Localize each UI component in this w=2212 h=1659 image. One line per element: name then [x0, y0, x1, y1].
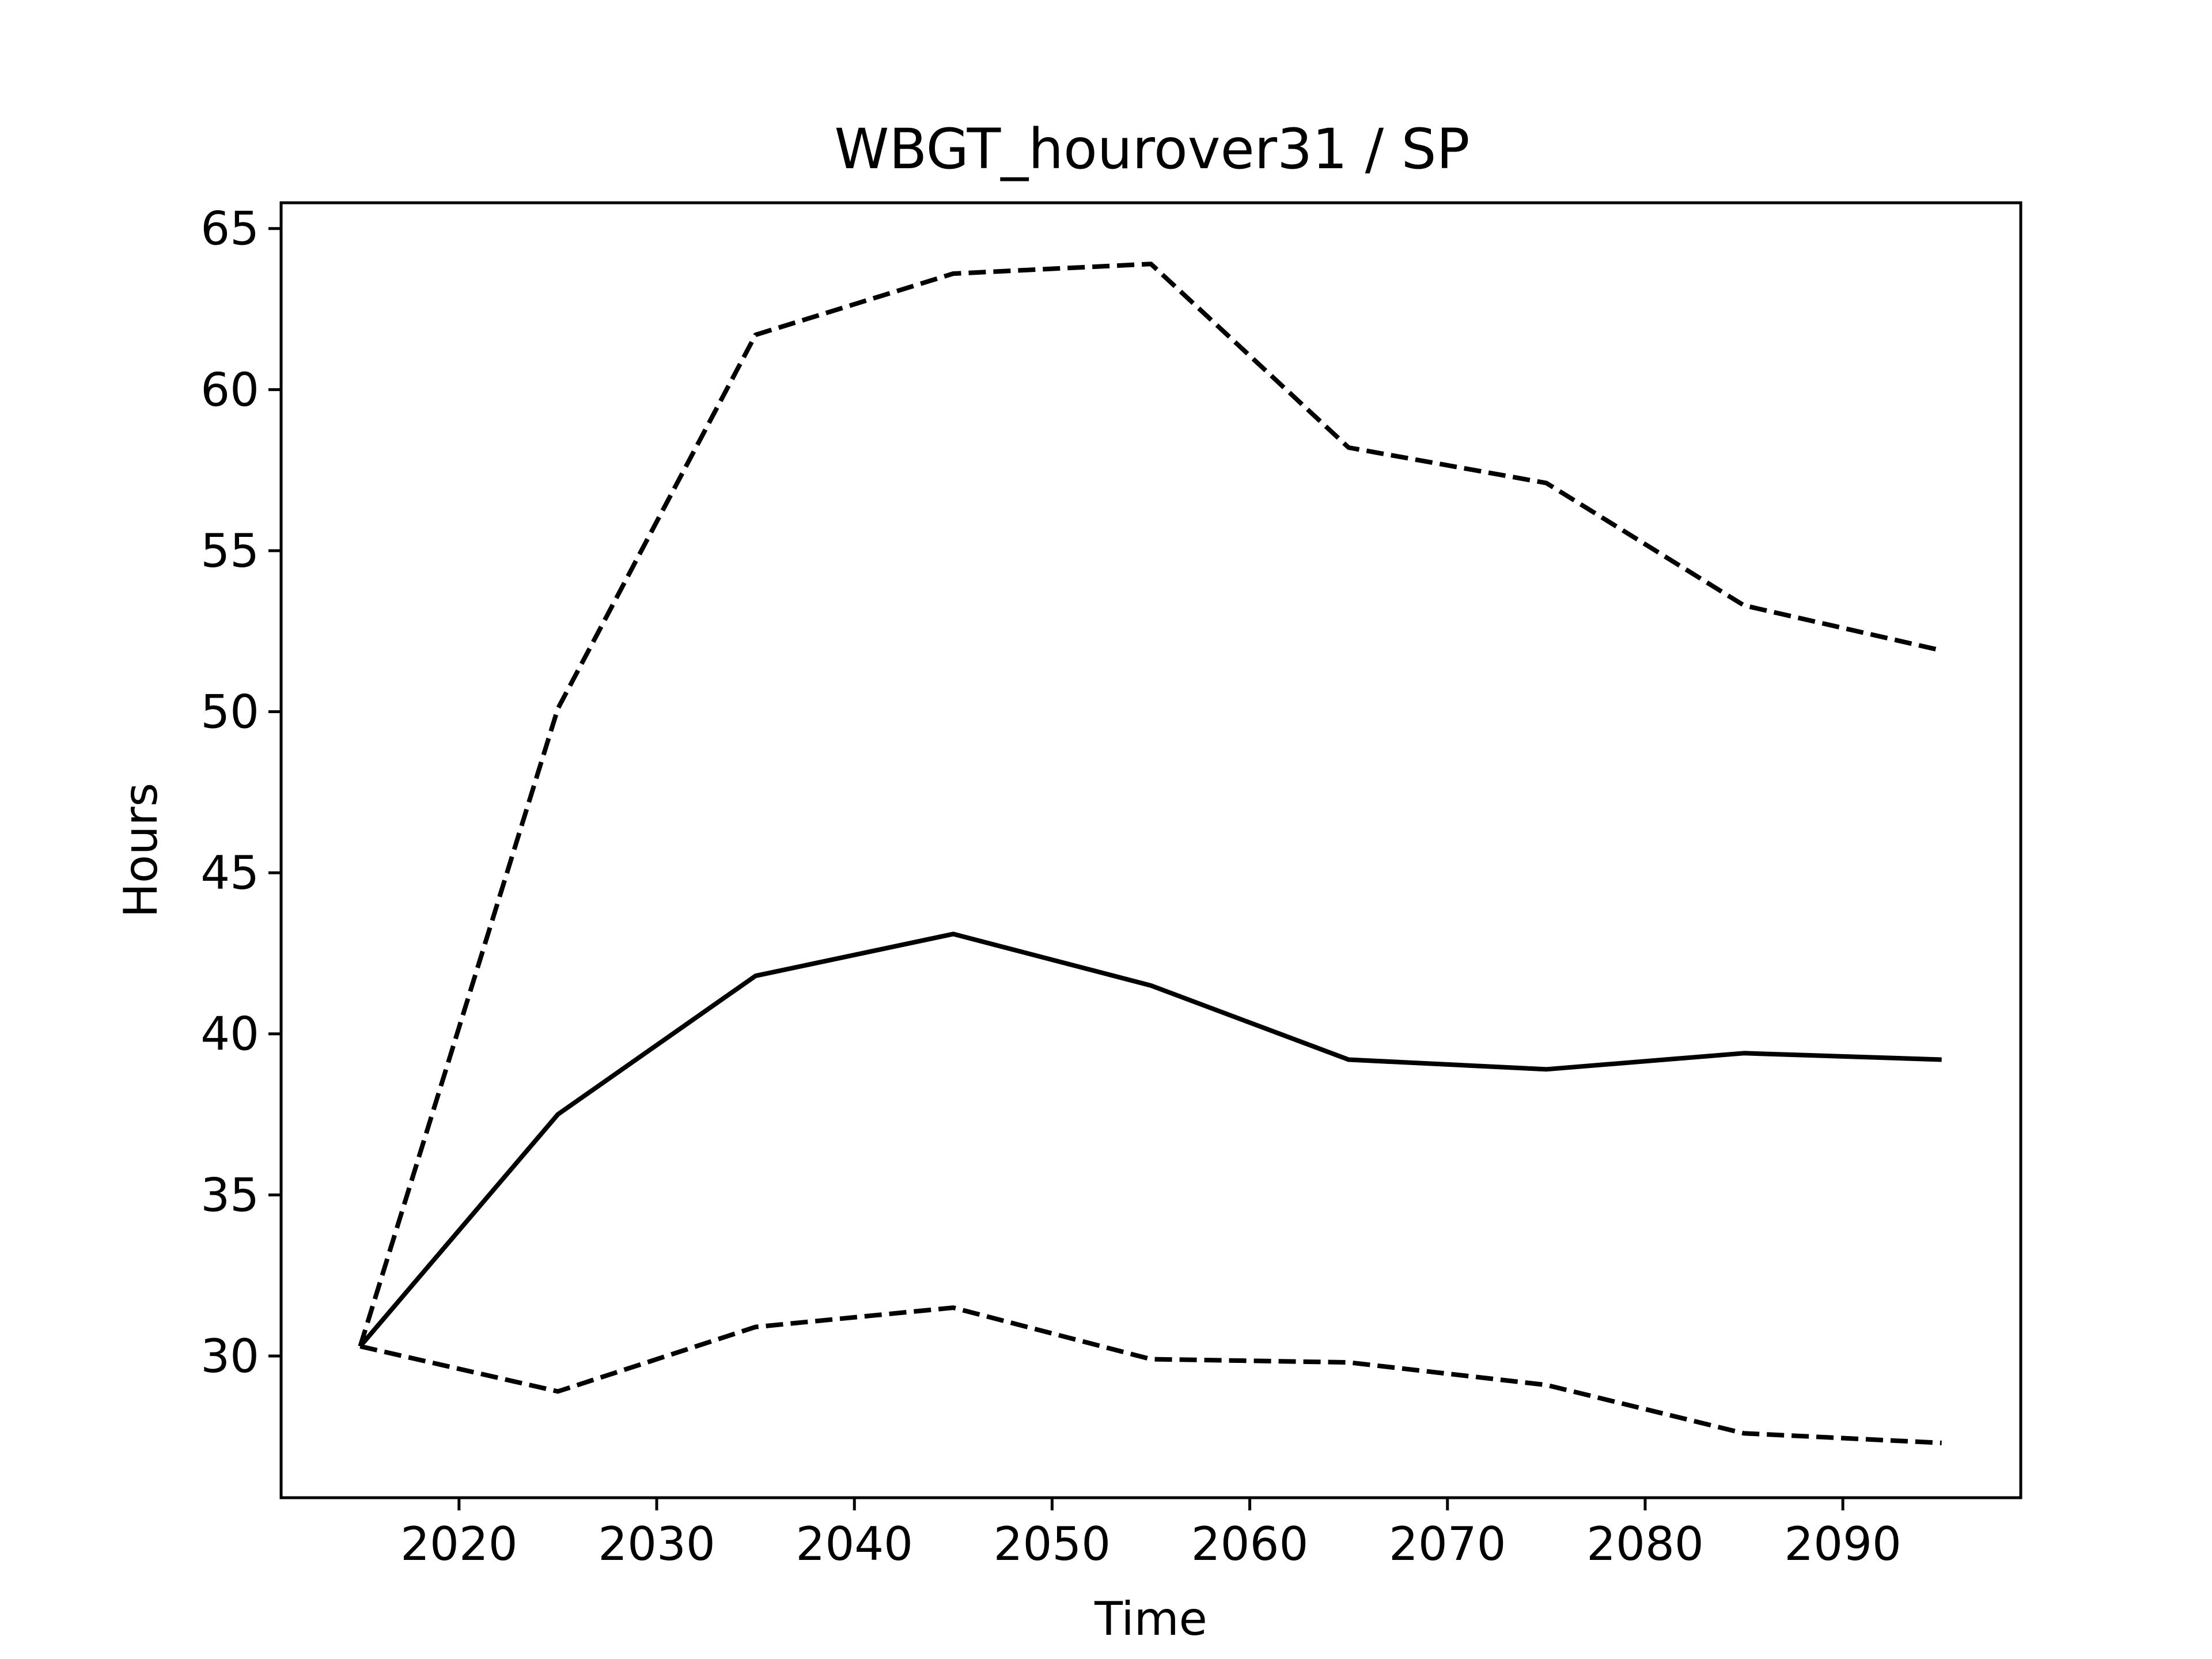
x-tick-label: 2050 — [994, 1517, 1111, 1571]
x-tick-label: 2090 — [1784, 1517, 1902, 1571]
y-tick-label: 65 — [200, 202, 259, 256]
x-axis-ticks: 2020 2030 2040 2050 2060 2070 2080 2090 — [400, 1498, 1902, 1571]
y-tick-label: 45 — [200, 846, 259, 900]
y-tick-label: 50 — [200, 685, 259, 739]
chart-title: WBGT_hourover31 / SP — [835, 117, 1470, 181]
x-axis-label: Time — [1094, 1592, 1207, 1646]
x-tick-label: 2020 — [400, 1517, 518, 1571]
y-tick-label: 30 — [200, 1330, 259, 1383]
x-tick-label: 2070 — [1389, 1517, 1506, 1571]
y-tick-label: 55 — [200, 524, 259, 578]
y-axis-label: Hours — [114, 783, 168, 918]
x-tick-label: 2030 — [598, 1517, 715, 1571]
mean-line — [358, 931, 1942, 1348]
y-axis-ticks: 30 35 40 45 50 55 60 65 — [200, 202, 281, 1383]
y-tick-label: 40 — [200, 1007, 259, 1061]
series-layer — [358, 262, 1942, 1445]
y-tick-label: 60 — [200, 363, 259, 416]
plot-frame — [279, 201, 2022, 1499]
x-tick-label: 2040 — [796, 1517, 913, 1571]
x-tick-label: 2060 — [1191, 1517, 1309, 1571]
y-tick-label: 35 — [200, 1168, 259, 1222]
lower-bound-line — [359, 1305, 1942, 1445]
upper-bound-line — [358, 262, 1942, 1347]
x-tick-label: 2080 — [1586, 1517, 1704, 1571]
